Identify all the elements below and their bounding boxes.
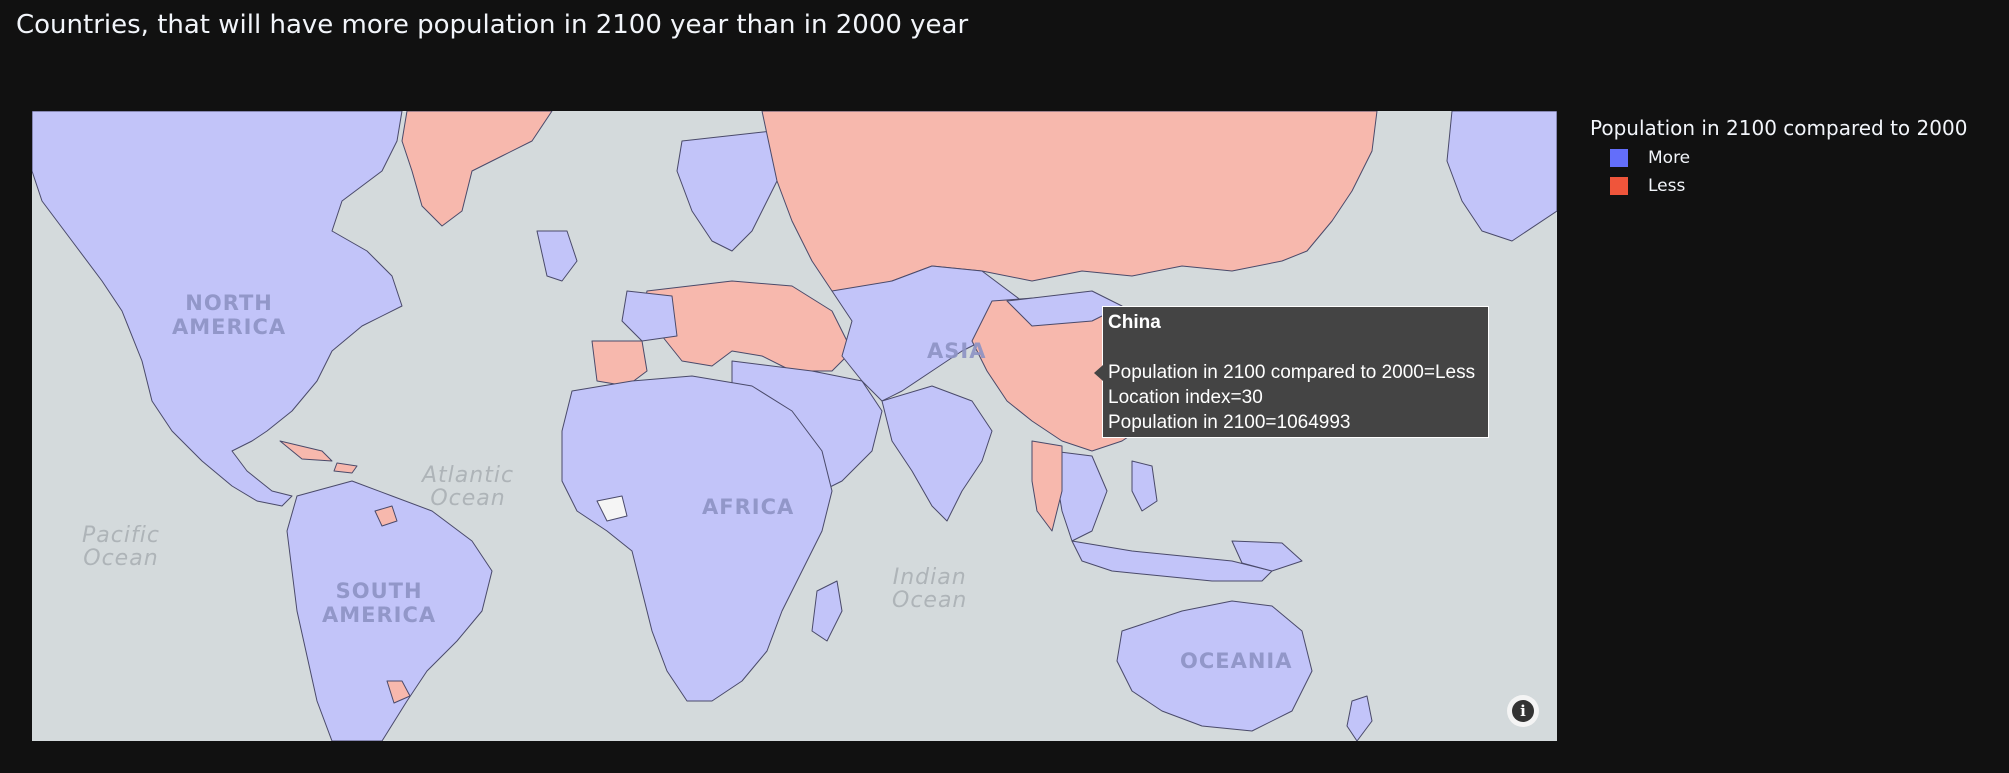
chart-title: Countries, that will have more populatio… (16, 10, 969, 40)
region-madagascar (811, 580, 843, 642)
tooltip-line: Location index=30 (1108, 387, 1263, 408)
tooltip-title: China (1108, 312, 1161, 333)
tooltip-line: Population in 2100 compared to 2000=Less (1108, 362, 1476, 383)
label-atlantic-ocean: Atlantic Ocean (422, 463, 515, 511)
region-venezuela (374, 505, 398, 527)
legend-item-less[interactable]: Less (1610, 176, 1967, 196)
label-north-america: NORTH AMERICA (172, 291, 287, 339)
legend-label: Less (1648, 176, 1686, 196)
legend-swatch-less (1610, 177, 1628, 195)
region-greenland (401, 111, 553, 227)
label-asia: ASIA (927, 339, 987, 363)
region-no-data (596, 495, 628, 522)
region-caribbean (279, 440, 333, 462)
legend-swatch-more (1610, 149, 1628, 167)
region-europe (641, 280, 853, 372)
region-central-asia (831, 265, 1023, 402)
region-uruguay (386, 680, 411, 704)
label-indian-ocean: Indian Ocean (892, 565, 968, 613)
label-south-america: SOUTH AMERICA (322, 579, 437, 627)
legend-item-more[interactable]: More (1610, 148, 1967, 168)
region-north-america (32, 111, 403, 507)
label-pacific-ocean: Pacific Ocean (82, 523, 160, 571)
tooltip-line: Population in 2100=1064993 (1108, 412, 1351, 433)
label-oceania: OCEANIA (1180, 649, 1293, 673)
legend-title: Population in 2100 compared to 2000 (1590, 116, 1968, 140)
region-australia (1116, 600, 1313, 732)
region-indonesia (1071, 540, 1273, 582)
info-icon[interactable]: i (1507, 695, 1539, 727)
region-iceland-uk (536, 230, 578, 282)
legend-label: More (1648, 148, 1691, 168)
tooltip-arrow (1094, 365, 1103, 381)
region-se-asia (1051, 450, 1108, 542)
region-france (621, 290, 678, 342)
region-india (881, 385, 993, 522)
label-africa: AFRICA (702, 495, 795, 519)
region-philippines (1131, 460, 1158, 512)
region-new-zealand (1346, 695, 1373, 741)
region-africa (561, 375, 833, 702)
region-iberia (591, 340, 648, 387)
legend: Population in 2100 compared to 2000 More… (1590, 116, 1967, 196)
region-russia (761, 111, 1378, 292)
region-caribbean-islands (333, 462, 358, 474)
region-papua (1231, 540, 1303, 572)
region-alaska (1446, 111, 1557, 242)
hover-tooltip: China Population in 2100 compared to 200… (1094, 306, 1489, 438)
region-south-america (286, 480, 493, 741)
region-thailand (1031, 440, 1063, 532)
